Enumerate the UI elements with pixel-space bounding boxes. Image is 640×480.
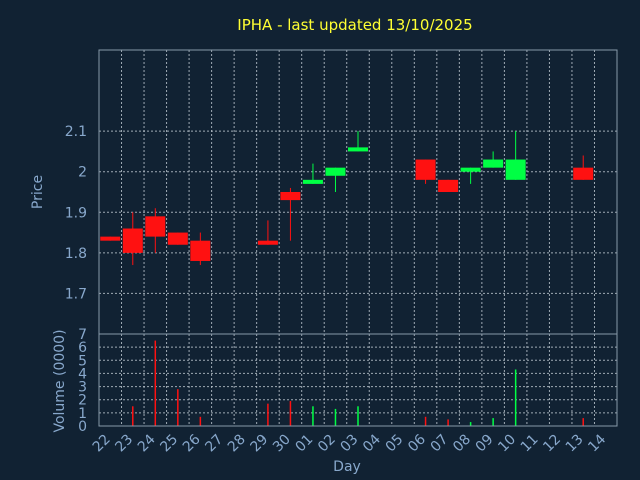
volume-bar	[334, 408, 337, 426]
day-axis-label: Day	[333, 459, 361, 475]
volume-axis-label: Volume (0000)	[52, 329, 68, 432]
volume-bar	[469, 422, 472, 426]
volume-tick-label: 6	[78, 340, 87, 356]
price-plot-frame	[98, 49, 618, 335]
candle-body	[573, 167, 594, 180]
day-tick-label: 14	[585, 431, 609, 455]
candle-body	[145, 216, 166, 237]
chart-title: IPHA - last updated 13/10/2025	[237, 16, 472, 34]
day-tick-label: 01	[293, 431, 317, 455]
volume-bar	[267, 403, 269, 426]
candle-body	[348, 147, 368, 152]
day-tick-label: 02	[315, 431, 339, 455]
volume-bar	[289, 401, 292, 426]
day-tick-label: 25	[157, 431, 181, 455]
price-panel: 1.7 1.8 1.9 2 2.1	[65, 49, 618, 335]
volume-tick-label: 5	[78, 353, 87, 369]
day-tick-label: 07	[428, 431, 452, 455]
candle-body	[167, 232, 188, 245]
price-tick-label: 1.7	[65, 286, 87, 302]
volume-plot-frame	[98, 333, 618, 427]
day-tick-label: 04	[360, 431, 384, 455]
candle-body	[438, 179, 459, 192]
volume-tick-label: 3	[78, 380, 87, 396]
day-tick-label: 29	[247, 431, 271, 455]
volume-bar	[514, 369, 517, 426]
volume-tick-label: 2	[78, 393, 87, 409]
volume-bar	[424, 416, 427, 426]
candle-body	[280, 192, 301, 201]
day-tick-label: 26	[180, 431, 204, 455]
volume-tick-label: 7	[78, 327, 87, 343]
day-tick-label: 23	[112, 431, 136, 455]
volume-bar	[582, 418, 584, 426]
day-tick-label: 28	[225, 431, 249, 455]
day-tick-label: 08	[450, 431, 474, 455]
volume-bar	[132, 406, 134, 426]
price-tick-label: 2	[78, 165, 87, 181]
day-tick-label: 09	[473, 431, 497, 455]
candle-body	[122, 228, 143, 253]
day-tick-label: 05	[383, 431, 407, 455]
day-tick-label: 30	[270, 431, 294, 455]
day-tick-label: 12	[540, 431, 564, 455]
volume-bar	[312, 406, 314, 426]
day-tick-label: 03	[338, 431, 362, 455]
price-axis-label: Price	[30, 175, 46, 209]
volume-bar	[492, 418, 494, 426]
price-tick-label: 1.8	[65, 246, 87, 262]
candle-body	[325, 167, 346, 176]
day-tick-label: 24	[135, 431, 159, 455]
price-tick-label: 1.9	[65, 205, 87, 221]
day-tick-label: 10	[495, 431, 519, 455]
candle-body	[460, 167, 481, 172]
candle-body	[302, 179, 323, 184]
volume-tick-label: 1	[78, 406, 87, 422]
volume-tick-label: 4	[78, 366, 87, 382]
day-tick-label: 13	[563, 431, 587, 455]
day-tick-label: 11	[518, 431, 542, 455]
candle-body	[415, 159, 436, 180]
candle-body	[257, 240, 278, 245]
volume-bar	[154, 340, 157, 426]
candle-body	[483, 159, 504, 168]
volume-bar	[199, 416, 202, 426]
day-tick-label: 27	[202, 431, 226, 455]
price-tick-label: 2.1	[65, 124, 87, 140]
candle-body	[100, 236, 121, 241]
volume-bar	[177, 389, 179, 426]
volume-tick-label: 0	[78, 419, 87, 435]
volume-bar	[357, 406, 359, 426]
day-tick-label: 22	[90, 431, 114, 455]
x-axis: 2223242526272829300102030405060708091011…	[90, 431, 609, 455]
volume-bar	[447, 419, 449, 426]
candle-body	[505, 159, 526, 180]
candle-body	[190, 240, 211, 261]
day-tick-label: 06	[405, 431, 429, 455]
